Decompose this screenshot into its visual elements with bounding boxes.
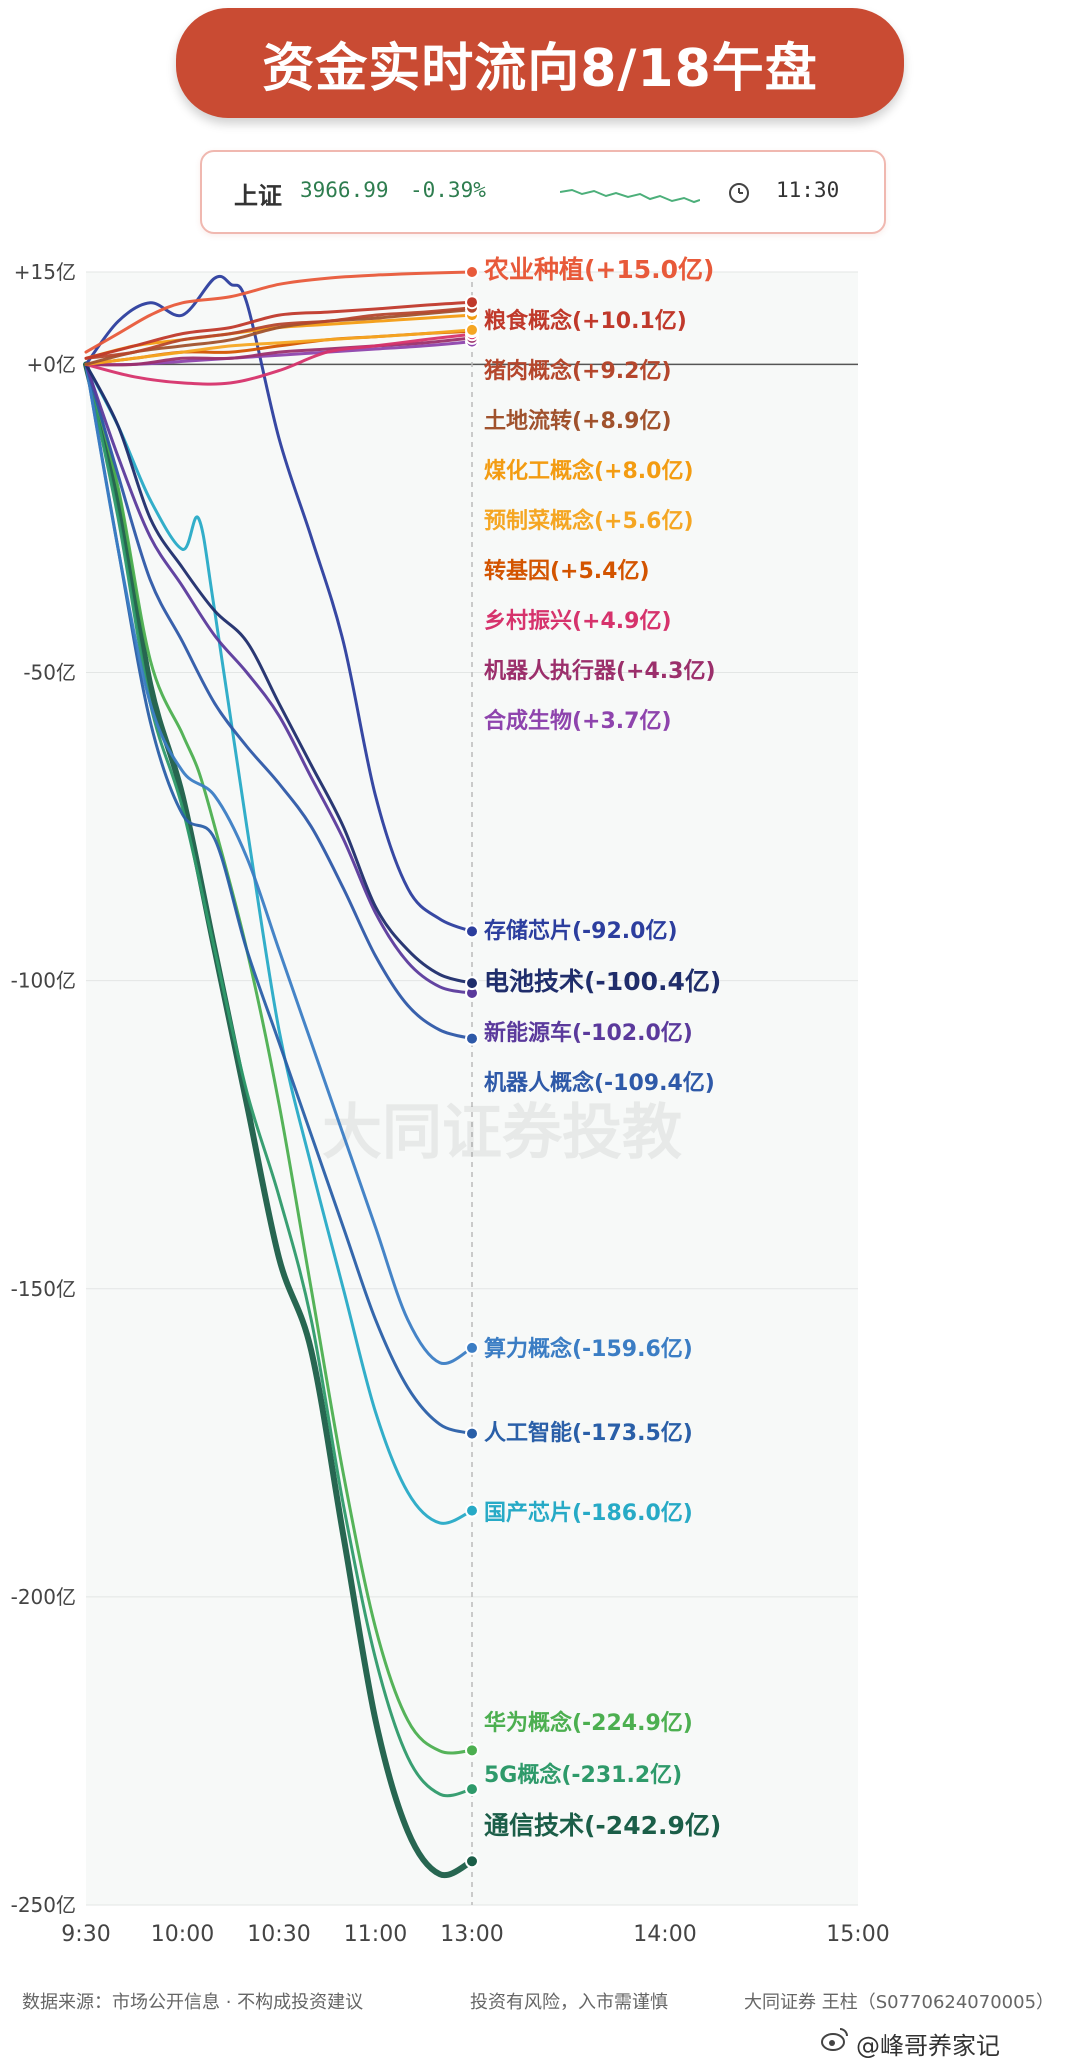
- series-label: 机器人概念(-109.4亿): [484, 1070, 715, 1096]
- clock-icon: [729, 183, 749, 203]
- series-label: 猪肉概念(+9.2亿): [484, 358, 672, 384]
- series-line: [84, 362, 474, 1525]
- series-label: 乡村振兴(+4.9亿): [484, 609, 672, 634]
- index-change: -0.39%: [410, 178, 486, 202]
- series-line: [84, 336, 474, 367]
- series-label: 算力概念(-159.6亿): [484, 1336, 693, 1362]
- series-line: [84, 270, 474, 354]
- series-line: [84, 362, 474, 1755]
- weibo-handle: @峰哥养家记: [856, 2032, 1000, 2060]
- series-end-point: [465, 924, 479, 939]
- series-label: 电池技术(-100.4亿): [484, 967, 721, 996]
- series-label: 新能源车(-102.0亿): [484, 1020, 693, 1046]
- series-line: [84, 300, 474, 360]
- series-line: [84, 332, 474, 386]
- footer-source: 数据来源：市场公开信息 · 不构成投资建议: [22, 1992, 364, 2013]
- series-label: 预制菜概念(+5.6亿): [484, 508, 694, 534]
- series-line: [84, 362, 474, 995]
- y-tick-label: -100亿: [11, 969, 76, 993]
- y-tick-label: -50亿: [23, 661, 76, 685]
- series-end-point: [465, 295, 479, 310]
- series-line: [84, 362, 474, 985]
- series-end-point: [465, 1340, 479, 1355]
- series-label: 通信技术(-242.9亿): [484, 1811, 721, 1840]
- title-banner: 资金实时流向8/18午盘: [176, 8, 904, 118]
- series-label: 人工智能(-173.5亿): [484, 1420, 693, 1446]
- x-tick-label: 10:00: [151, 1922, 214, 1947]
- series-label: 机器人执行器(+4.3亿): [484, 658, 716, 684]
- series-end-point: [465, 1426, 479, 1441]
- index-time: 11:30: [776, 178, 840, 202]
- y-tick-label: -250亿: [11, 1893, 76, 1917]
- series-end-point: [465, 322, 479, 337]
- series-label: 粮食概念(+10.1亿): [484, 308, 687, 334]
- y-tick-label: -200亿: [11, 1585, 76, 1609]
- x-tick-label: 10:30: [247, 1922, 310, 1947]
- series-line: [83, 361, 475, 1879]
- chart-title: 资金实时流向8/18午盘: [262, 38, 818, 99]
- y-tick-label: +15亿: [14, 260, 76, 284]
- series-line: [84, 328, 474, 366]
- index-value: 3966.99: [300, 178, 389, 202]
- y-tick-label: -150亿: [11, 1277, 76, 1301]
- series-end-point: [465, 1782, 479, 1797]
- series-end-point: [465, 265, 479, 279]
- y-tick-label: +0亿: [27, 352, 76, 376]
- series-label: 国产芯片(-186.0亿): [484, 1501, 693, 1526]
- series-end-point: [465, 976, 479, 991]
- series-line: [84, 362, 474, 1365]
- series-end-point: [465, 1854, 479, 1869]
- footer-broker: 大同证券 王柱（S0770624070005）: [744, 1992, 1055, 2013]
- series-label: 转基因(+5.4亿): [484, 558, 650, 584]
- series-label: 合成生物(+3.7亿): [484, 708, 672, 734]
- watermark: 大同证券投教: [322, 1098, 682, 1168]
- series-label: 煤化工概念(+8.0亿): [484, 458, 694, 484]
- x-tick-label: 9:30: [61, 1922, 110, 1947]
- series-end-point: [465, 1743, 479, 1758]
- footer-risk: 投资有风险，入市需谨慎: [470, 1992, 668, 2013]
- series-line: [84, 306, 474, 360]
- x-tick-label: 13:00: [440, 1922, 503, 1947]
- weibo-icon: [821, 2028, 848, 2051]
- x-tick-label: 15:00: [826, 1922, 889, 1947]
- series-label: 存储芯片(-92.0亿): [484, 918, 678, 944]
- series-label: 5G概念(-231.2亿): [484, 1762, 682, 1788]
- index-ticker[interactable]: 上证 3966.99 -0.39% 11:30: [200, 150, 886, 234]
- series-label: 华为概念(-224.9亿): [484, 1710, 693, 1736]
- index-name: 上证: [234, 182, 282, 210]
- index-sparkline: [560, 188, 700, 204]
- series-end-point: [465, 1503, 479, 1518]
- series-label: 土地流转(+8.9亿): [484, 408, 672, 434]
- x-tick-label: 11:00: [344, 1922, 407, 1947]
- series-end-point: [465, 1031, 479, 1046]
- series-line: [84, 362, 474, 1041]
- series-label: 农业种植(+15.0亿): [483, 255, 714, 284]
- series-line: [84, 362, 474, 1436]
- fund-flow-chart: +15亿 +0亿 -50亿 -100亿 -150亿 -200亿 -250亿 9:30 10:00…: [11, 255, 890, 1947]
- x-tick-label: 14:00: [633, 1922, 696, 1947]
